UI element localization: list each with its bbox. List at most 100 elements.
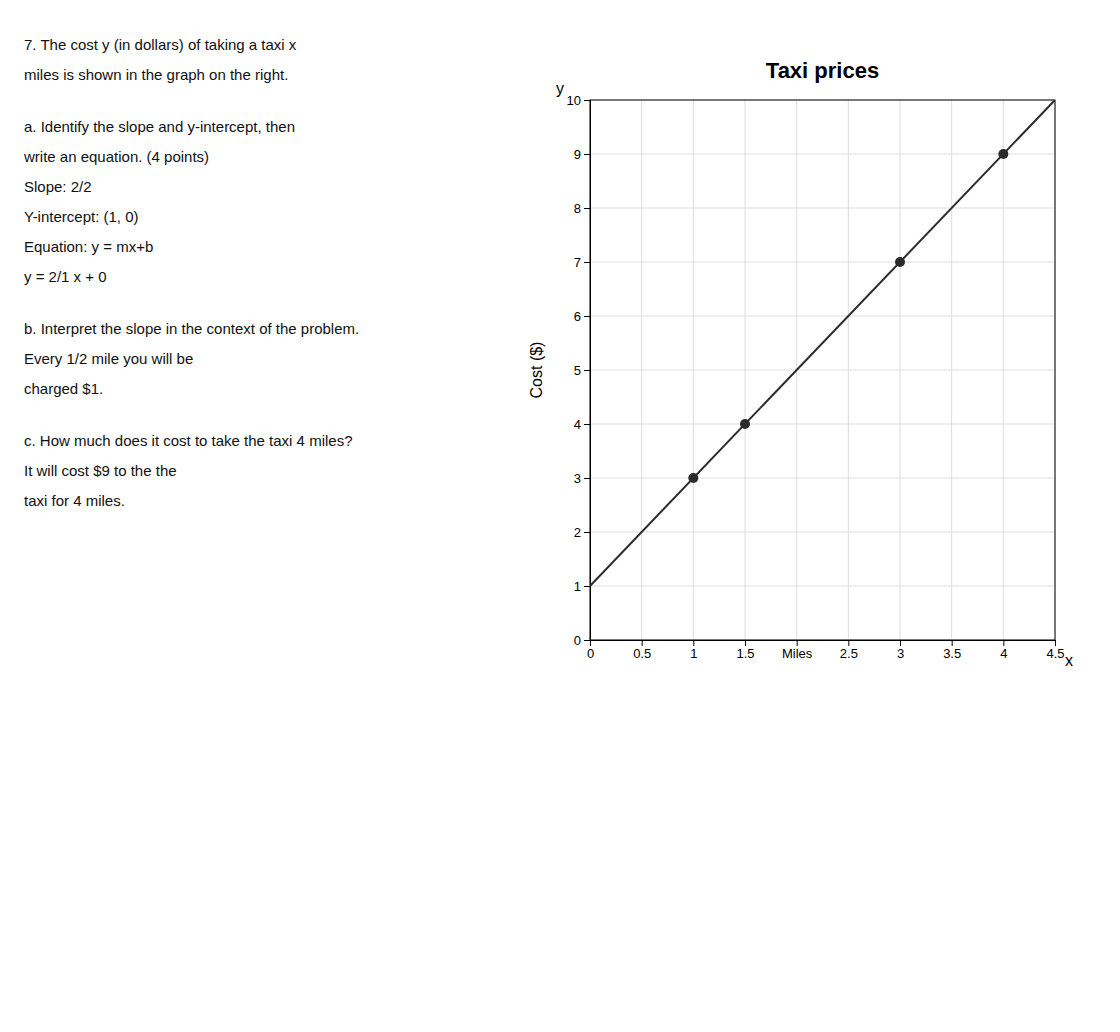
y-axis-tick-label: 9 [574, 147, 581, 162]
x-axis-tick: Miles [782, 640, 813, 661]
title: Taxi prices [766, 58, 879, 83]
point [688, 473, 698, 483]
x-axis-tick: 3 [897, 640, 904, 661]
x-axis-line [591, 641, 1056, 647]
chart: 0 0.5 1 1.5 Miles 2.5 3 3.5 4 4.5 0 1 2 3 4 5 6 7 8 9 10 Taxi… [0, 0, 1120, 1032]
annotation-y: y [556, 80, 564, 97]
y-axis-tick-mark [584, 640, 590, 641]
grid [590, 100, 1055, 640]
y-axis-tick: 9 [574, 147, 590, 162]
point [740, 419, 750, 429]
marks [590, 100, 1055, 586]
y-axis-tick: 4 [574, 417, 590, 432]
annotation: 7. The cost y (in dollars) of taking a t… [24, 36, 297, 53]
x-axis-tick: 2.5 [840, 640, 858, 661]
x-axis-tick-mark [1003, 640, 1004, 646]
x-axis-tick-mark [797, 640, 798, 646]
y-axis-tick: 2 [574, 525, 590, 540]
y-axis-tick-label: 5 [574, 363, 581, 378]
x-axis-tick-mark [693, 640, 694, 646]
y-axis-tick-label: 1 [574, 579, 581, 594]
y-axis-tick: 0 [574, 633, 590, 648]
annotation: c. How much does it cost to take the tax… [24, 432, 352, 449]
y-axis-tick-label: 0 [574, 633, 581, 648]
annotation: Y-intercept: (1, 0) [24, 208, 139, 225]
y-axis: 0 1 2 3 4 5 6 7 8 9 10 [567, 93, 591, 648]
question-text: 7. The cost y (in dollars) of taking a t… [23, 36, 359, 509]
annotation: write an equation. (4 points) [23, 148, 209, 165]
annotation: taxi for 4 miles. [24, 492, 125, 509]
y-axis-tick-label: 2 [574, 525, 581, 540]
y-axis-tick-label: 7 [574, 255, 581, 270]
point [998, 149, 1008, 159]
y-axis-tick-mark [584, 478, 590, 479]
grid-line-y [590, 586, 1055, 587]
grid-line-y [590, 154, 1055, 155]
annotation: Equation: y = mx+b [24, 238, 153, 255]
x-axis-tick: 3.5 [943, 640, 961, 661]
annotation: miles is shown in the graph on the right… [24, 66, 288, 83]
x-axis-tick-label: 0 [587, 646, 594, 661]
x-axis-tick-label: Miles [782, 646, 813, 661]
x-axis-tick-label: 0.5 [633, 646, 651, 661]
y-axis-tick-label: 3 [574, 471, 581, 486]
grid-line-y [590, 532, 1055, 533]
x-axis-tick: 1 [690, 640, 697, 661]
grid-line-y [590, 424, 1055, 425]
x-axis-tick: 4.5 [1046, 640, 1064, 661]
x-axis-tick-mark [1055, 640, 1056, 646]
y-axis-tick-mark [584, 370, 590, 371]
x-axis-tick: 1.5 [736, 640, 754, 661]
annotation: Every 1/2 mile you will be [24, 350, 193, 367]
annotation: It will cost $9 to the the [24, 462, 177, 479]
y-axis-title: Cost ($) [528, 342, 545, 399]
y-axis-tick-label: 6 [574, 309, 581, 324]
x-axis-tick-label: 3 [897, 646, 904, 661]
annotation: y = 2/1 x + 0 [24, 268, 107, 285]
y-axis-tick-mark [584, 208, 590, 209]
x-axis-tick-label: 4.5 [1046, 646, 1064, 661]
x-axis-tick-mark [745, 640, 746, 646]
x-axis-tick-label: 3.5 [943, 646, 961, 661]
y-axis-tick-mark [584, 316, 590, 317]
y-axis-tick-mark [584, 262, 590, 263]
y-axis-tick: 8 [574, 201, 590, 216]
y-axis-tick-mark [584, 154, 590, 155]
plot-frame [590, 100, 1055, 640]
grid-line-y [590, 316, 1055, 317]
y-axis-tick-mark [584, 424, 590, 425]
x-axis-tick-label: 2.5 [840, 646, 858, 661]
annotation-x: x [1065, 652, 1073, 669]
x-axis-tick: 0.5 [633, 640, 651, 661]
x-axis-tick: 4 [1000, 640, 1007, 661]
x-axis-tick-label: 4 [1000, 646, 1007, 661]
grid-line-y [590, 262, 1055, 263]
annotation: charged $1. [24, 380, 103, 397]
y-axis-tick-label: 4 [574, 417, 581, 432]
annotation: a. Identify the slope and y-intercept, t… [24, 118, 295, 135]
grid-line-y [590, 208, 1055, 209]
x-axis-tick: 0 [587, 640, 594, 661]
annotation: Slope: 2/2 [24, 178, 92, 195]
x-axis-tick-label: 1.5 [736, 646, 754, 661]
line [590, 100, 1055, 586]
y-axis-tick: 7 [574, 255, 590, 270]
y-axis-tick-mark [584, 100, 590, 101]
y-axis-tick: 5 [574, 363, 590, 378]
y-axis-tick: 3 [574, 471, 590, 486]
grid-line-y [590, 478, 1055, 479]
x-axis-tick-mark [848, 640, 849, 646]
x-axis-tick-mark [642, 640, 643, 646]
y-axis-tick-mark [584, 532, 590, 533]
annotation: b. Interpret the slope in the context of… [24, 320, 359, 337]
y-axis-tick-mark [584, 586, 590, 587]
y-axis-tick: 1 [574, 579, 590, 594]
x-axis: 0 0.5 1 1.5 Miles 2.5 3 3.5 4 4.5 [587, 640, 1065, 661]
x-axis-tick-mark [900, 640, 901, 646]
y-axis-tick: 10 [567, 93, 590, 108]
y-axis-tick-label: 8 [574, 201, 581, 216]
grid-line-y [590, 370, 1055, 371]
x-axis-tick-label: 1 [690, 646, 697, 661]
x-axis-tick-mark [952, 640, 953, 646]
y-axis-tick-label: 10 [567, 93, 581, 108]
